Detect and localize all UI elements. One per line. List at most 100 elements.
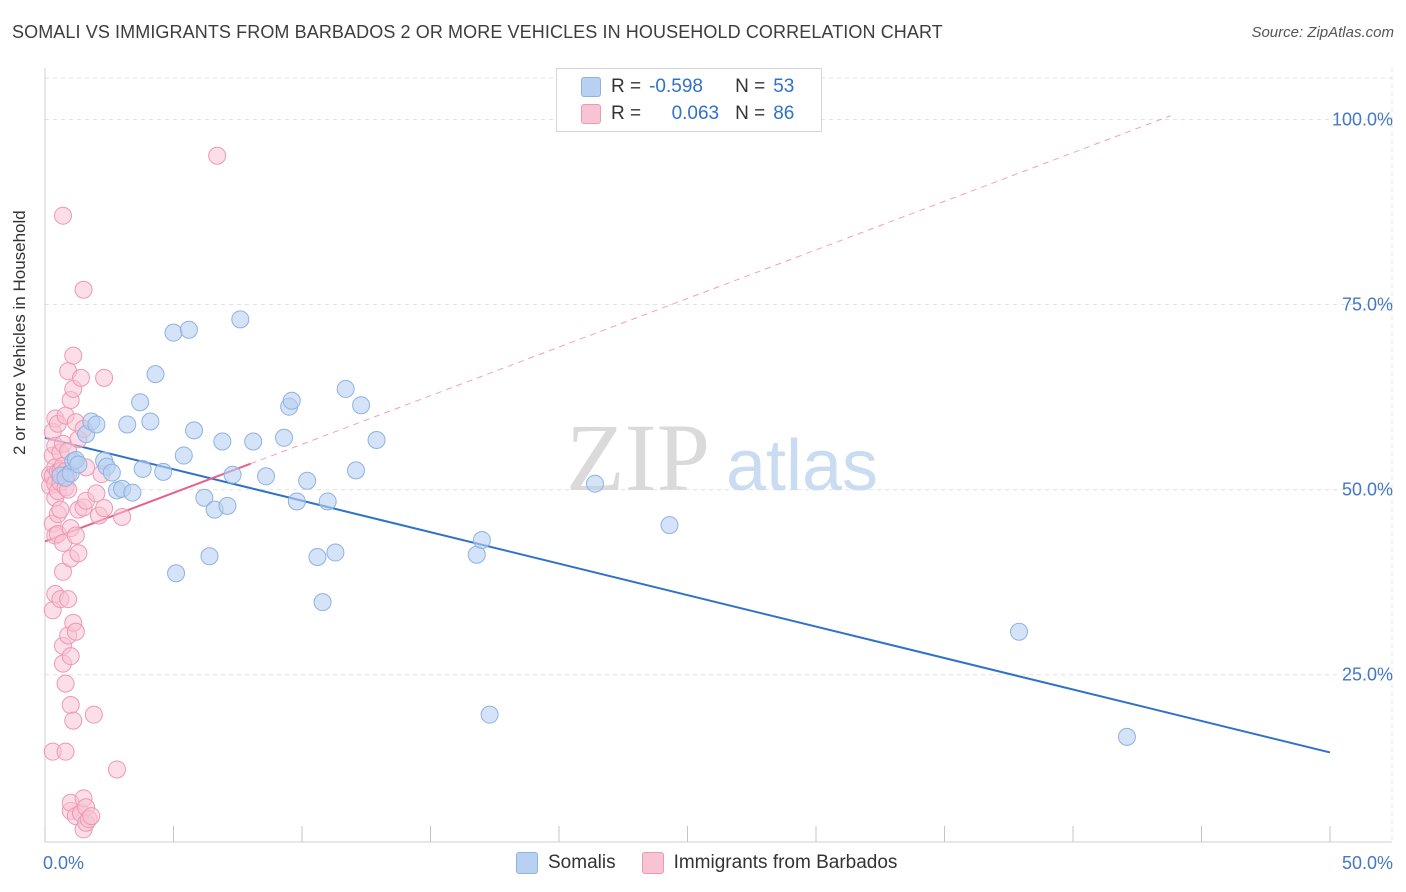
gridlines xyxy=(45,68,1393,842)
barbados-swatch xyxy=(641,852,664,874)
somalis-point xyxy=(131,393,150,412)
somalis-point xyxy=(346,461,365,480)
barbados-point xyxy=(82,807,101,826)
chart-title: SOMALI VS IMMIGRANTS FROM BARBADOS 2 OR … xyxy=(12,22,943,42)
legend-r-value: -0.598 xyxy=(649,76,703,97)
somalis-point xyxy=(275,428,294,447)
somalis-point xyxy=(195,488,214,507)
barbados-point xyxy=(53,206,72,225)
somalis-point xyxy=(200,547,219,566)
y-axis-label: 2 or more Vehicles in Household xyxy=(10,210,29,455)
somalis-point xyxy=(282,391,301,410)
somalis-point xyxy=(257,467,276,486)
barbados-point xyxy=(71,368,90,387)
barbados-point xyxy=(95,499,114,518)
somalis-point xyxy=(185,421,204,440)
barbados-point xyxy=(84,705,103,724)
somalis-point xyxy=(164,323,183,342)
barbados-point xyxy=(113,508,132,527)
barbados-point xyxy=(56,742,75,761)
legend-item-somalis[interactable]: Somalis xyxy=(516,852,616,874)
barbados-point xyxy=(107,760,126,779)
barbados-swatch xyxy=(581,104,601,124)
somalis-point xyxy=(585,474,604,493)
somalis-point xyxy=(102,463,121,482)
x-tick-label: 50.0% xyxy=(1342,853,1393,873)
watermark: ZIP atlas xyxy=(566,404,878,511)
source-label: Source: ZipAtlas.com xyxy=(1251,24,1394,41)
y-tick-label: 50.0% xyxy=(1342,480,1393,500)
barbados-point xyxy=(56,674,75,693)
somalis-point xyxy=(472,530,491,549)
somalis-point xyxy=(244,432,263,451)
data-points xyxy=(41,146,1136,839)
somalis-point xyxy=(146,365,165,384)
somalis-point xyxy=(326,543,345,562)
legend-row-barbados: R = 0.063 N = 86 xyxy=(581,101,794,127)
somalis-point xyxy=(308,547,327,566)
watermark-zip: ZIP xyxy=(566,404,710,511)
barbados-point xyxy=(69,544,88,563)
legend-n-value: 53 xyxy=(773,76,795,97)
barbados-point xyxy=(53,562,72,581)
somalis-point xyxy=(1117,727,1136,746)
somalis-point xyxy=(367,431,386,450)
barbados-point xyxy=(61,696,80,715)
barbados-trend-extension xyxy=(250,115,1171,465)
legend-n-value: 86 xyxy=(773,103,795,124)
legend-r-label: R = xyxy=(611,76,642,97)
series-legend: Somalis Immigrants from Barbados xyxy=(516,852,923,874)
legend-r-label: R = xyxy=(611,103,642,124)
barbados-point xyxy=(87,484,106,503)
axes xyxy=(44,68,1392,843)
somalis-point xyxy=(318,492,337,511)
y-tick-label: 75.0% xyxy=(1342,295,1393,315)
somalis-point xyxy=(660,516,679,535)
barbados-point xyxy=(74,280,93,299)
somalis-point xyxy=(174,446,193,465)
somalis-point xyxy=(231,310,250,329)
somalis-point xyxy=(141,412,160,431)
somalis-point xyxy=(223,465,242,484)
somalis-swatch xyxy=(516,852,538,874)
legend-row-somalis: R = -0.598 N = 53 xyxy=(581,74,794,100)
x-tick-label: 0.0% xyxy=(43,853,84,873)
somalis-point xyxy=(352,396,371,415)
somalis-point xyxy=(87,415,106,434)
barbados-point xyxy=(208,146,227,165)
somalis-point xyxy=(123,483,142,502)
legend-n-label: N = xyxy=(735,103,766,124)
tick-labels: 25.0% 50.0% 75.0% 100.0% 0.0% 50.0% xyxy=(43,109,1393,873)
somalis-point xyxy=(69,455,88,474)
somalis-trend-line xyxy=(44,436,1331,754)
barbados-point xyxy=(61,647,80,666)
somalis-point xyxy=(336,379,355,398)
legend-label-somalis: Somalis xyxy=(548,852,616,873)
legend-r-value: 0.063 xyxy=(671,103,720,124)
somalis-point xyxy=(1010,622,1029,641)
somalis-point xyxy=(118,415,137,434)
somalis-point xyxy=(133,459,152,478)
y-tick-label: 25.0% xyxy=(1342,665,1393,685)
somalis-point xyxy=(480,705,499,724)
barbados-point xyxy=(64,346,83,365)
somalis-point xyxy=(179,320,198,339)
somalis-point xyxy=(218,496,237,515)
barbados-point xyxy=(51,500,70,519)
legend-n-label: N = xyxy=(735,76,766,97)
somalis-point xyxy=(213,432,232,451)
watermark-atlas: atlas xyxy=(726,426,878,506)
y-tick-label: 100.0% xyxy=(1332,109,1393,129)
somalis-point xyxy=(167,564,186,583)
barbados-point xyxy=(95,368,114,387)
somalis-point xyxy=(287,492,306,511)
barbados-point xyxy=(66,526,85,545)
barbados-point xyxy=(59,590,78,609)
somalis-swatch xyxy=(581,77,601,97)
somalis-point xyxy=(313,593,332,612)
somalis-point xyxy=(298,471,317,490)
legend-item-barbados[interactable]: Immigrants from Barbados xyxy=(641,852,897,874)
somalis-point xyxy=(154,462,173,481)
barbados-point xyxy=(66,622,85,641)
